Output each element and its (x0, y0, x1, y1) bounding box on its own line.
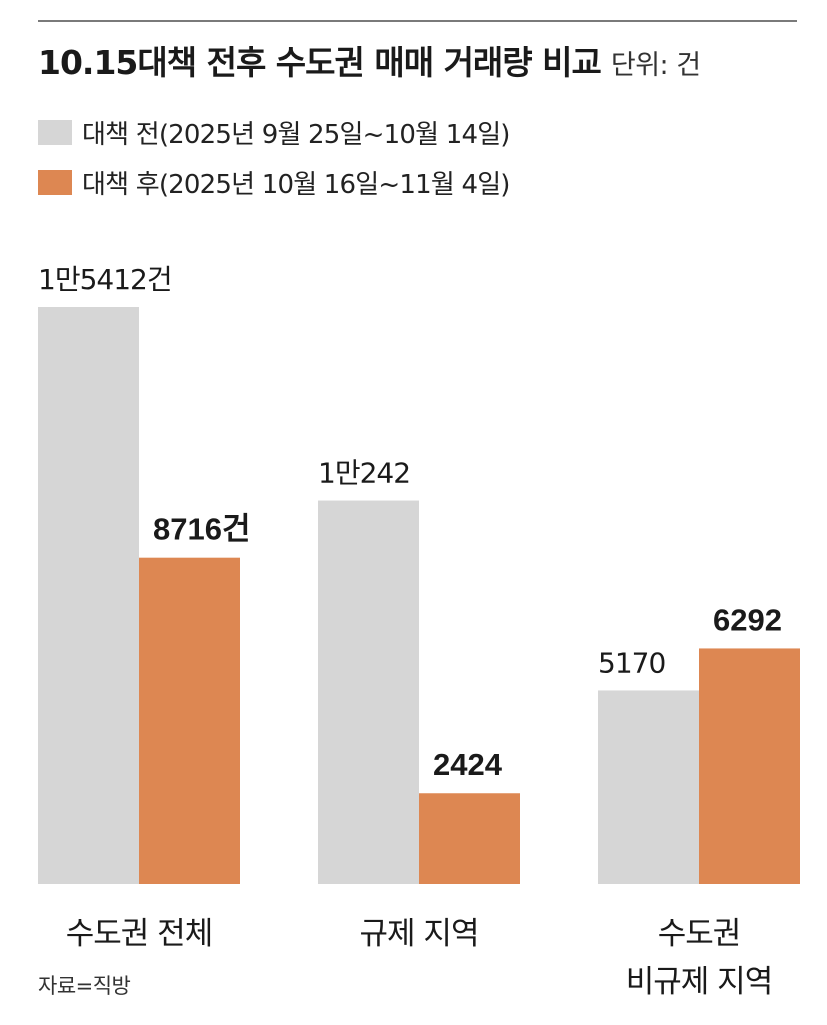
category-label-3-line-1: 수도권 (658, 916, 741, 952)
unit-label: 단위: 건 (610, 50, 701, 81)
header: 10.15대책 전후 수도권 매매 거래량 비교 단위: 건 (38, 36, 797, 84)
data-label-after-1: 8716건 (153, 512, 250, 547)
legend-label-after: 대책 후(2025년 10월 16일~11월 4일) (82, 169, 510, 200)
category-label-1: 수도권 전체 (66, 916, 212, 952)
bar-after-3 (699, 648, 800, 884)
legend-item-after: 대책 후(2025년 10월 16일~11월 4일) (38, 165, 510, 200)
legend-swatch-after (38, 169, 72, 195)
top-rule (38, 20, 797, 22)
source-note: 자료=직방 (38, 974, 131, 998)
data-label-before-2: 1만242 (318, 457, 410, 490)
data-label-before-1: 1만5412건 (38, 263, 172, 296)
bar-after-2 (419, 793, 520, 884)
bar-after-1 (139, 557, 240, 884)
legend-item-before: 대책 전(2025년 9월 25일~10월 14일) (38, 115, 510, 150)
category-label-3-line-2: 비규제 지역 (626, 964, 772, 1000)
data-label-after-2: 2424 (433, 747, 503, 782)
data-label-before-3: 5170 (598, 646, 665, 679)
chart-title: 10.15대책 전후 수도권 매매 거래량 비교 (38, 43, 602, 82)
bar-before-1 (38, 307, 139, 884)
data-label-after-3: 6292 (713, 602, 782, 637)
legend-swatch-before (38, 119, 72, 145)
bar-before-3 (598, 690, 699, 884)
category-label-2: 규제 지역 (360, 916, 479, 952)
bar-before-2 (318, 500, 419, 884)
legend-label-before: 대책 전(2025년 9월 25일~10월 14일) (82, 119, 510, 150)
